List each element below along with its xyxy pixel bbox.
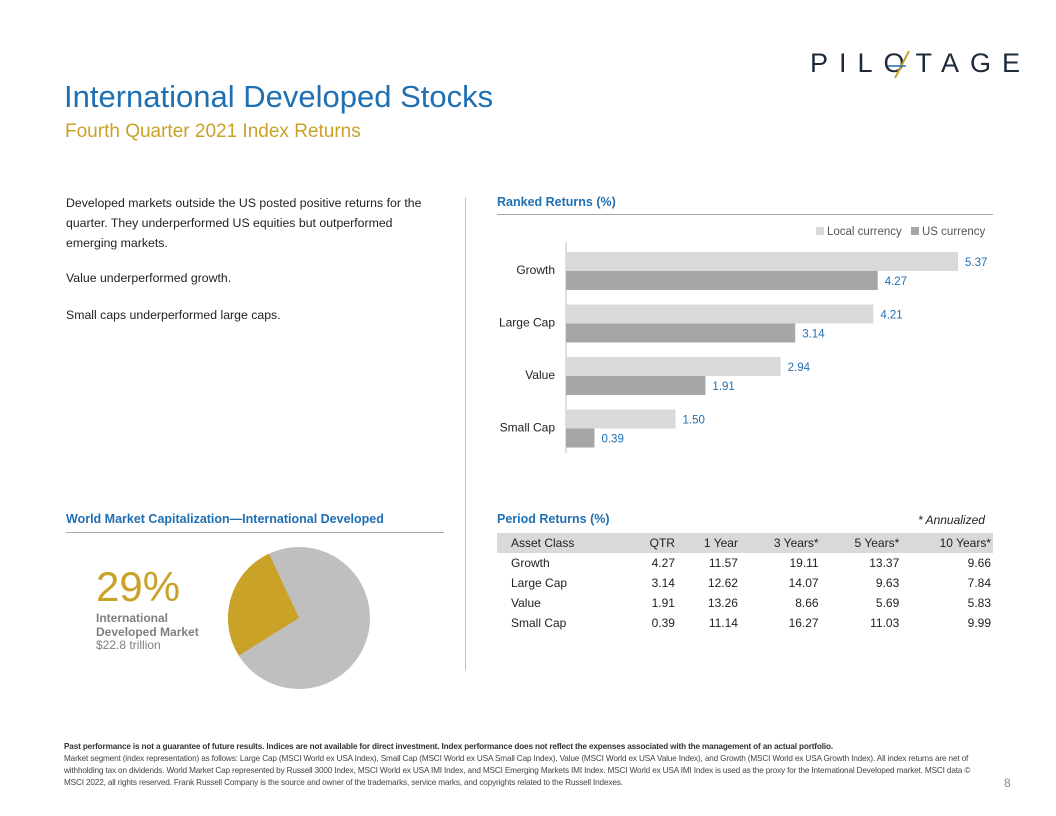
commentary-paragraph-2: Value underperformed growth. [66,271,232,285]
logo-compass-icon [888,50,910,79]
page-title: International Developed Stocks [64,79,494,114]
table-row: Small Cap 0.39 11.14 16.27 11.03 9.99 [497,613,993,633]
period-returns-table: Asset Class QTR 1 Year 3 Years* 5 Years*… [497,533,993,633]
market-cap-value: $22.8 trillion [96,638,161,652]
bar-us-currency [566,376,706,395]
period-returns-title: Period Returns (%) [497,512,610,526]
logo-text: PILOTAGE [810,48,1032,78]
commentary-paragraph-3: Small caps underperformed large caps. [66,308,281,322]
table-cell: 19.11 [789,556,819,570]
commentary-paragraph-1: Developed markets outside the US posted … [66,196,422,250]
col-header-qtr: QTR [628,533,677,553]
table-cell: 9.63 [875,576,900,590]
bar-local-currency [566,357,781,376]
data-label: 4.27 [885,276,907,288]
table-cell: 11.57 [708,556,738,570]
bar-us-currency [566,271,878,290]
data-label: 1.50 [682,415,704,427]
table-cell: 1.91 [651,596,675,610]
data-label: 0.39 [601,434,623,446]
col-header-asset-class: Asset Class [497,533,629,553]
market-cap-label-line1: International [96,611,169,625]
table-header-row: Asset Class QTR 1 Year 3 Years* 5 Years*… [497,533,993,553]
table-cell: 4.27 [651,556,675,570]
market-cap-rule [66,532,444,533]
table-row: Growth 4.27 11.57 19.11 13.37 9.66 [497,553,993,573]
legend-us-swatch [911,227,919,235]
row-label: Value [511,596,541,610]
data-label: 3.14 [802,329,825,341]
table-cell: 16.27 [788,616,819,630]
bar-us-currency [566,428,595,448]
column-divider [465,198,466,670]
table-cell: 11.14 [708,616,738,630]
page-number: 8 [1004,776,1011,790]
col-header-1-year: 1 Year [676,533,740,553]
data-label: 5.37 [965,257,987,269]
table-body: Growth 4.27 11.57 19.11 13.37 9.66 Large Cap 3.… [497,553,993,633]
ranked-returns-chart: Growth 5.37 4.27 Large Cap 4.21 3.14 Value 2.94… [499,242,987,453]
table-cell: 3.14 [651,576,675,590]
ranked-returns-title: Ranked Returns (%) [497,195,616,209]
chart-legend: Local currency US currency [810,226,985,238]
table-cell: 13.26 [707,596,738,610]
col-header-10-years: 10 Years* [901,533,993,553]
market-cap-percent: 29% [96,563,181,610]
page-subtitle: Fourth Quarter 2021 Index Returns [65,121,361,142]
row-label: Large Cap [511,576,568,590]
data-label: 1.91 [712,381,734,393]
bar-local-currency [566,304,874,324]
table-cell: 5.69 [875,596,900,610]
legend-local-swatch [816,227,824,235]
row-label: Small Cap [511,616,567,630]
col-header-3-years: 3 Years* [739,533,821,553]
footer-disclosures: Past performance is not a guarantee of f… [64,741,984,789]
table-cell: 13.37 [869,556,900,570]
table-cell: 12.62 [707,576,738,590]
category-label: Growth [516,263,555,277]
footer-notes: Market segment (index representation) as… [64,754,971,787]
pilotage-logo: PILOTAGE [810,46,1020,86]
bar-local-currency [566,409,676,429]
category-label: Value [525,368,555,382]
market-cap-title: World Market Capitalization—Internationa… [66,512,384,526]
annualized-note: * Annualized [918,513,985,527]
table-cell: 9.66 [967,556,991,570]
category-label: Small Cap [500,421,556,435]
legend-local-label: Local currency [827,226,902,238]
legend-us-label: US currency [922,226,986,238]
table-cell: 14.07 [788,576,819,590]
market-cap-pie [228,547,370,689]
table-row: Value 1.91 13.26 8.66 5.69 5.83 [497,593,993,613]
table-row: Large Cap 3.14 12.62 14.07 9.63 7.84 [497,573,993,593]
row-label: Growth [511,556,550,570]
legend-us: US currency [911,226,985,238]
footer-disclaimer: Past performance is not a guarantee of f… [64,742,833,751]
legend-local: Local currency [816,226,902,238]
market-cap-label-line2: Developed Market [96,625,199,639]
ranked-returns-rule [497,214,993,215]
bar-us-currency [566,323,796,343]
data-label: 2.94 [788,362,811,374]
market-cap-label: International Developed Market [96,611,199,639]
table-cell: 11.03 [870,616,900,630]
category-label: Large Cap [499,316,555,330]
table-cell: 5.83 [967,596,991,610]
table-cell: 8.66 [795,596,819,610]
bar-local-currency [566,252,958,271]
col-header-5-years: 5 Years* [820,533,902,553]
data-label: 4.21 [880,310,902,322]
table-cell: 7.84 [967,576,991,590]
table-cell: 0.39 [651,616,675,630]
table-cell: 9.99 [967,616,991,630]
pie-slice-international-developed [228,553,299,656]
